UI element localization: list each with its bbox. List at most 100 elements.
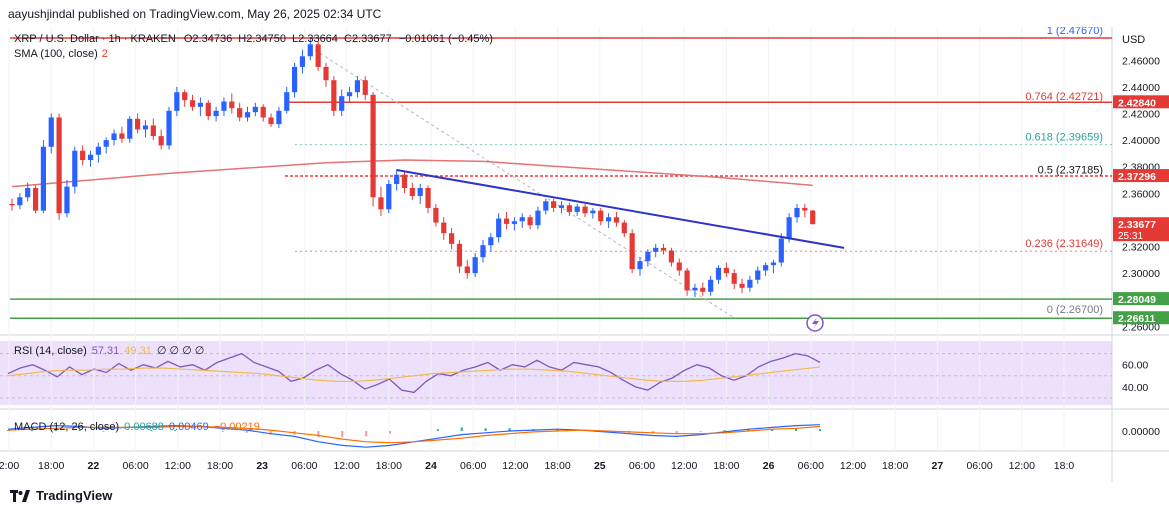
trendline[interactable] bbox=[396, 169, 845, 249]
candle-body bbox=[174, 92, 180, 111]
candle-body bbox=[621, 222, 627, 234]
candle-body bbox=[150, 125, 156, 137]
candle-body bbox=[613, 217, 620, 223]
candle-body bbox=[606, 217, 612, 222]
candle-body bbox=[346, 92, 353, 97]
candle-body bbox=[394, 174, 400, 184]
price-tag-label: 2.42840 bbox=[1118, 97, 1156, 109]
fib-label: 0.618 (2.39659) bbox=[1025, 132, 1103, 144]
candle-body bbox=[480, 245, 486, 258]
price-tag-label: 2.26611 bbox=[1118, 313, 1156, 325]
time-tick: 12:00 bbox=[165, 460, 191, 472]
candle-body bbox=[519, 217, 525, 222]
candle-body bbox=[692, 287, 698, 291]
candle-body bbox=[747, 279, 753, 288]
legend-sma: SMA (100, close) 2 bbox=[14, 48, 108, 60]
fib-label: 0.236 (2.31649) bbox=[1025, 238, 1103, 250]
candle-body bbox=[731, 273, 737, 284]
time-tick: 18:00 bbox=[376, 460, 402, 472]
candle-body bbox=[425, 187, 431, 208]
price-tick: 2.26000 bbox=[1122, 321, 1160, 333]
time-tick: 18:0 bbox=[1054, 460, 1075, 472]
candle-body bbox=[401, 174, 408, 188]
candle-body bbox=[645, 251, 651, 262]
rsi-legend: RSI (14, close) 57.31 49.31 ∅ ∅ ∅ ∅ bbox=[14, 345, 204, 357]
candle-body bbox=[221, 101, 227, 111]
candle-body bbox=[566, 205, 572, 212]
candle-body bbox=[472, 257, 478, 274]
price-tick: 2.30000 bbox=[1122, 268, 1160, 280]
price-tick: 2.44000 bbox=[1122, 82, 1160, 94]
price-tick: 2.36000 bbox=[1122, 188, 1160, 200]
candle-body bbox=[488, 237, 494, 246]
fib-label: 0 (2.26700) bbox=[1047, 304, 1103, 316]
fib-diagonal-line bbox=[309, 46, 736, 319]
candle-body bbox=[653, 247, 659, 252]
macd-tick: 0.00000 bbox=[1122, 426, 1160, 438]
time-tick: 06:00 bbox=[798, 460, 824, 472]
main-pane-bg bbox=[0, 27, 1112, 333]
candle-body bbox=[315, 44, 321, 67]
sma-100-line bbox=[11, 159, 813, 188]
candle-body bbox=[17, 197, 23, 206]
candle-body bbox=[763, 265, 769, 271]
candle-body bbox=[268, 117, 274, 125]
tradingview-footer[interactable]: TradingView bbox=[10, 488, 112, 503]
candle-body bbox=[708, 279, 714, 292]
candle-body bbox=[323, 66, 329, 81]
candle-body bbox=[205, 102, 211, 117]
candle-body bbox=[629, 233, 635, 270]
candle-body bbox=[362, 80, 368, 95]
candle-body bbox=[331, 80, 337, 111]
candle-body bbox=[660, 247, 667, 251]
candle-body bbox=[802, 207, 808, 211]
time-tick: 12:00 bbox=[840, 460, 866, 472]
candles bbox=[9, 38, 816, 298]
fib-label: 0.764 (2.42721) bbox=[1025, 91, 1103, 103]
candle-body bbox=[87, 154, 94, 161]
time-tick: 06:00 bbox=[966, 460, 992, 472]
time-tick: 22 bbox=[88, 460, 100, 472]
candle-body bbox=[142, 125, 149, 130]
price-axis[interactable]: 2.460002.440002.420002.400002.380002.360… bbox=[1113, 55, 1169, 438]
candle-body bbox=[786, 217, 792, 239]
trendline-segment bbox=[396, 169, 845, 249]
candle-body bbox=[676, 262, 682, 271]
horizontal-levels bbox=[10, 37, 1112, 319]
candle-body bbox=[668, 250, 674, 263]
fib-label: 0.5 (2.37185) bbox=[1038, 165, 1103, 177]
fib-label: 1 (2.47670) bbox=[1047, 27, 1103, 37]
candle-body bbox=[810, 210, 816, 225]
candle-body bbox=[189, 100, 196, 107]
chart-area[interactable]: 1 (2.47670) 0.764 (2.42721) 0.618 (2.39659… bbox=[0, 25, 1169, 482]
price-tag-bg bbox=[1113, 95, 1169, 109]
price-tick: 2.40000 bbox=[1122, 135, 1160, 147]
price-tag-bg bbox=[1113, 169, 1169, 183]
price-chart[interactable]: 1 (2.47670) 0.764 (2.42721) 0.618 (2.39659… bbox=[0, 25, 1169, 482]
candle-body bbox=[32, 187, 39, 211]
candle-body bbox=[409, 187, 415, 196]
candle-body bbox=[535, 210, 541, 226]
legend-symbol: XRP / U.S. Dollar · 1h · KRAKEN O2.34736… bbox=[14, 33, 493, 45]
tradingview-brand: TradingView bbox=[36, 488, 113, 503]
candle-body bbox=[244, 112, 251, 118]
time-tick: 06:00 bbox=[460, 460, 486, 472]
candle-body bbox=[590, 210, 596, 214]
candle-body bbox=[72, 150, 78, 187]
time-axis[interactable]: 2:00 18:00 22 06:00 12:00 18:00 23 06:00 12:00 18… bbox=[0, 460, 1074, 472]
price-tag-bg bbox=[1113, 311, 1169, 325]
candle-body bbox=[166, 110, 172, 146]
candle-body bbox=[715, 267, 722, 280]
candle-body bbox=[64, 186, 70, 214]
candle-body bbox=[158, 136, 164, 146]
candle-body bbox=[237, 108, 243, 118]
rsi-band bbox=[0, 341, 1112, 405]
published-line: aayushjindal published on TradingView.co… bbox=[8, 7, 382, 21]
rsi-tick: 60.00 bbox=[1122, 360, 1148, 372]
candle-body bbox=[386, 183, 392, 210]
flash-icon[interactable] bbox=[806, 314, 824, 332]
candle-body bbox=[558, 205, 565, 208]
candle-body bbox=[9, 203, 15, 206]
candle-body bbox=[252, 106, 258, 113]
candle-body bbox=[25, 187, 31, 198]
